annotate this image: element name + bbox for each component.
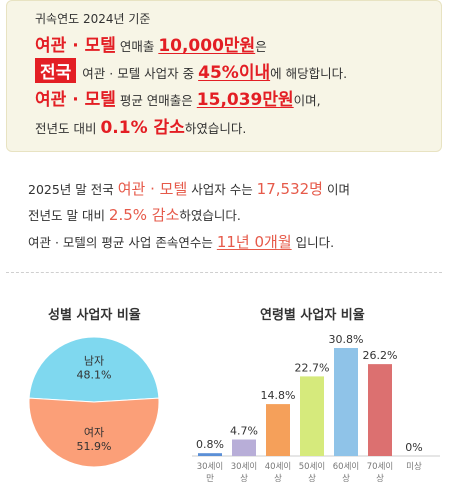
stats-text: 입니다. [291,235,335,250]
x-tick-label: 상 [342,473,350,484]
bar-value-label: 30.8% [329,333,364,346]
x-tick-label: 상 [308,473,316,484]
summary-text: 연매출 [115,39,159,54]
x-tick-label: 상 [274,473,282,484]
summary-line-4: 여관 · 모텔 평균 연매출은 15,039만원이며, [35,85,321,110]
pie-label: 여자 [84,426,104,439]
x-tick-label: 미상 [406,461,422,472]
nationwide-badge: 전국 [35,58,77,83]
stats-text: 이며 [322,182,350,197]
rank-value: 45%이내 [198,63,271,83]
stats-text: 전년도 말 대비 [28,208,109,223]
business-type: 여관 · 모텔 [117,180,188,198]
x-tick-label: 만 [206,474,214,484]
summary-line-5: 전년도 대비 0.1% 감소하였습니다. [35,113,246,138]
x-tick-label: 30세이 [197,461,223,472]
bar-value-label: 14.8% [261,389,296,402]
stats-text: 2025년 말 전국 [28,182,118,197]
bar-3 [266,404,290,456]
x-tick-label: 상 [240,473,248,484]
x-tick-label: 40세이 [265,461,291,472]
summary-text: 여관 · 모텔 사업자 중 [82,66,199,81]
bar-value-label: 4.7% [230,425,258,438]
summary-text: 이며, [293,93,321,108]
summary-box: 귀속연도 2024년 기준 여관 · 모텔 연매출 10,000만원은 전국 여관… [6,0,442,152]
summary-text: 에 해당합니다. [270,66,348,81]
stats-line-3: 여관 · 모텔의 평균 사업 존속연수는 11년 0개월 입니다. [28,231,334,252]
business-type: 여관 · 모텔 [35,36,116,56]
pie-value-label: 51.9% [77,440,112,453]
pie-value-label: 48.1% [77,368,112,381]
summary-text: 하였습니다. [184,121,247,136]
bar-5 [334,348,358,456]
summary-text: 전년도 대비 [35,121,101,136]
stats-text: 하였습니다. [179,208,241,223]
summary-line-1: 귀속연도 2024년 기준 [35,12,151,26]
bar-4 [300,376,324,456]
stats-text: 여관 · 모텔의 평균 사업 존속연수는 [28,235,217,250]
change-value: 0.1% 감소 [100,118,185,138]
summary-line-3: 전국 여관 · 모텔 사업자 중 45%이내에 해당합니다. [35,58,347,83]
bar-value-label: 0.8% [196,438,224,451]
pie-slice-female [28,397,160,468]
business-type: 여관 · 모텔 [35,90,116,110]
x-tick-label: 50세이 [299,461,325,472]
survival-years-value: 11년 0개월 [216,233,292,251]
avg-revenue-value: 15,039만원 [196,90,294,110]
stats-text: 사업자 수는 [187,182,257,197]
bar-2 [232,439,256,456]
bar-1 [198,453,222,456]
section-divider [6,272,442,273]
bar-value-label: 0% [405,441,422,454]
summary-text: 평균 연매출은 [115,93,197,108]
stats-line-1: 2025년 말 전국 여관 · 모텔 사업자 수는 17,532명 이며 [28,178,350,199]
stats-line-2: 전년도 말 대비 2.5% 감소하였습니다. [28,204,241,225]
summary-line-2: 여관 · 모텔 연매출 10,000만원은 [35,31,267,56]
bar-6 [368,364,392,456]
summary-text: 은 [255,39,267,54]
age-chart-title: 연령별 사업자 비율 [260,308,365,323]
gender-chart-title: 성별 사업자 비율 [48,308,141,323]
business-count-value: 17,532명 [256,180,323,198]
age-bar-chart: 0.8%30세이만4.7%30세이상14.8%40세이상22.7%50세이상30… [192,333,440,484]
pie-label: 남자 [84,354,104,367]
bar-value-label: 22.7% [295,361,330,374]
x-tick-label: 상 [376,473,384,484]
x-tick-label: 30세이 [231,461,257,472]
count-change-value: 2.5% 감소 [108,206,180,224]
x-tick-label: 70세이 [367,461,393,472]
revenue-value: 10,000만원 [158,36,256,56]
bar-value-label: 26.2% [363,349,398,362]
pie-slice-male [28,336,160,403]
x-tick-label: 60세이 [333,461,359,472]
